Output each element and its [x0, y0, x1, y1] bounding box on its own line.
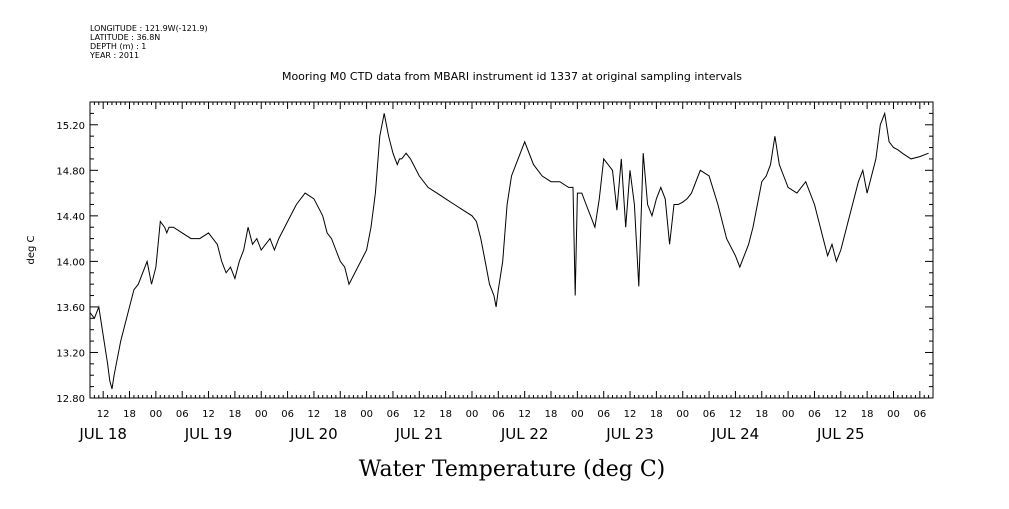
x-tick-label: 18: [334, 409, 347, 420]
y-tick-label: 15.20: [56, 121, 85, 132]
y-tick-label: 14.40: [56, 212, 85, 223]
day-label: JUL 23: [605, 425, 654, 443]
day-label: JUL 18: [78, 425, 127, 443]
plot-frame: [89, 101, 934, 399]
meta-year: YEAR : 2011: [89, 51, 139, 60]
x-tick-labels: 12 18 00 06 12 18 00 06 12 18 00 06 12 18 00 06 12 18 00 06…: [97, 409, 926, 420]
series-line-water-temperature: [89, 111, 929, 390]
x-tick-label: 12: [413, 409, 426, 420]
day-label: JUL 22: [500, 425, 549, 443]
x-tick-label: 00: [571, 409, 584, 420]
y-tick-label: 14.80: [56, 166, 85, 177]
day-label: JUL 20: [289, 425, 338, 443]
x-tick-label: 00: [149, 409, 162, 420]
y-tick-labels: 12.80 13.20 13.60 14.00 14.40 14.80 15.20: [56, 121, 85, 405]
x-tick-label: 00: [887, 409, 900, 420]
meta-longitude: LONGITUDE : 121.9W(-121.9): [90, 24, 208, 33]
x-tick-label: 06: [176, 409, 189, 420]
x-tick-label: 12: [202, 409, 215, 420]
x-tick-label: 06: [913, 409, 926, 420]
day-labels: JUL 18 JUL 19 JUL 20 JUL 21 JUL 22 JUL 23 JUL …: [78, 425, 864, 443]
x-tick-label: 12: [97, 409, 110, 420]
x-tick-label: 06: [703, 409, 716, 420]
x-tick-label: 18: [123, 409, 136, 420]
day-label: JUL 25: [816, 425, 865, 443]
x-tick-label: 18: [229, 409, 242, 420]
x-tick-label: 18: [439, 409, 452, 420]
day-label: JUL 24: [711, 425, 760, 443]
x-tick-label: 06: [597, 409, 610, 420]
x-tick-label: 06: [808, 409, 821, 420]
y-tick-label: 13.20: [56, 348, 85, 359]
x-tick-label: 18: [755, 409, 768, 420]
day-label: JUL 21: [394, 425, 443, 443]
meta-depth: DEPTH (m) : 1: [90, 42, 146, 51]
x-tick-label: 06: [492, 409, 505, 420]
x-tick-label: 12: [834, 409, 847, 420]
x-tick-label: 00: [255, 409, 268, 420]
x-tick-label: 00: [782, 409, 795, 420]
y-axis-label: deg C: [26, 235, 37, 264]
y-tick-label: 12.80: [56, 394, 85, 405]
x-tick-label: 00: [466, 409, 479, 420]
x-tick-label: 00: [676, 409, 689, 420]
x-axis-label: Water Temperature (deg C): [359, 457, 666, 482]
x-tick-label: 12: [624, 409, 637, 420]
chart-title: Mooring M0 CTD data from MBARI instrumen…: [282, 70, 742, 83]
x-tick-label: 12: [518, 409, 531, 420]
x-tick-label: 12: [308, 409, 321, 420]
axis-ticks: [89, 101, 934, 399]
day-label: JUL 19: [184, 425, 233, 443]
x-tick-label: 06: [387, 409, 400, 420]
x-tick-label: 00: [360, 409, 373, 420]
y-tick-label: 13.60: [56, 303, 85, 314]
y-tick-label: 14.00: [56, 257, 85, 268]
x-tick-label: 18: [650, 409, 663, 420]
meta-latitude: LATITUDE : 36.8N: [90, 33, 160, 42]
x-tick-label: 12: [729, 409, 742, 420]
x-tick-label: 18: [861, 409, 874, 420]
x-tick-label: 18: [545, 409, 558, 420]
x-tick-label: 06: [281, 409, 294, 420]
